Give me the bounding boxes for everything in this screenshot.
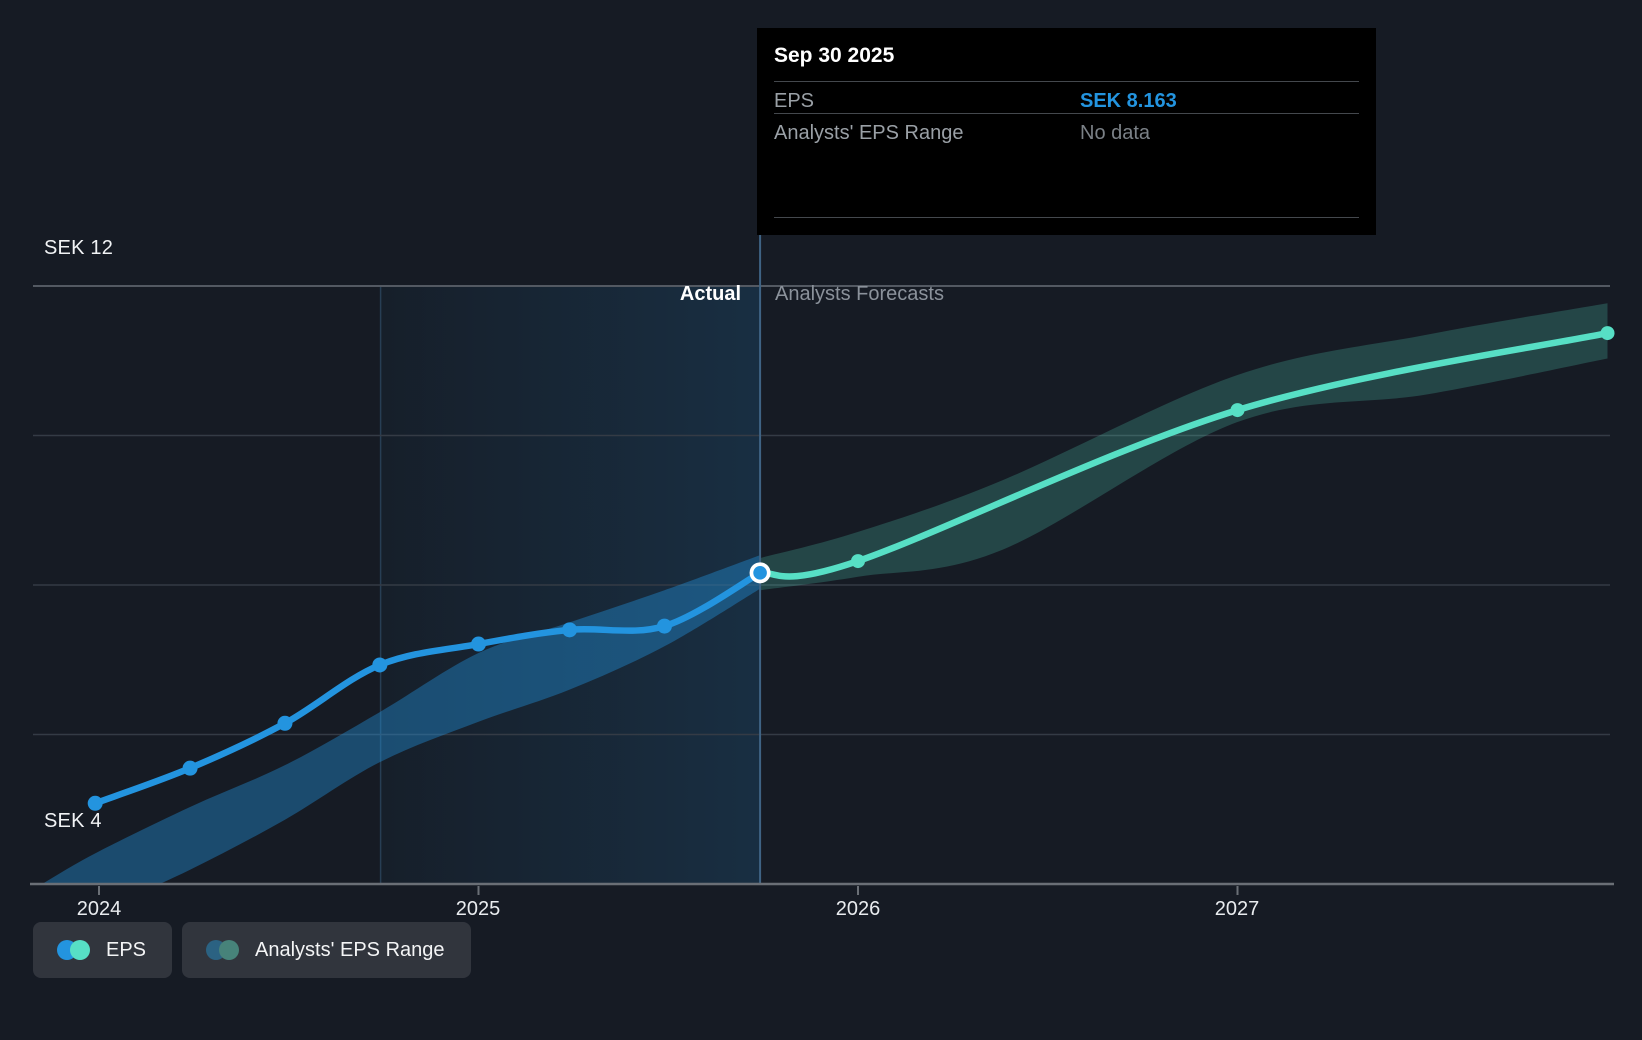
- eps-forecast-point[interactable]: [1600, 326, 1615, 341]
- eps-forecast-line: [756, 329, 1611, 580]
- eps-actual-point[interactable]: [182, 760, 198, 776]
- tooltip-range-label: Analysts' EPS Range: [774, 122, 964, 144]
- eps-actual-point[interactable]: [471, 636, 486, 652]
- x-tick-2026: 2026: [835, 898, 881, 920]
- forecasts-section-label: Analysts Forecasts: [775, 283, 944, 305]
- actual-section-label: Actual: [679, 283, 741, 305]
- eps-legend-dots: [57, 940, 90, 960]
- tooltip-eps-label: EPS: [774, 90, 815, 112]
- y-axis-label-bottom: SEK 4: [44, 810, 102, 832]
- eps-actual-point[interactable]: [372, 657, 388, 673]
- eps-actual-point[interactable]: [656, 618, 672, 634]
- legend-chip-analysts-eps-range[interactable]: Analysts' EPS Range: [182, 922, 471, 978]
- eps-forecast-point[interactable]: [1230, 403, 1245, 418]
- tooltip-divider: [774, 113, 1359, 114]
- eps-actual-point[interactable]: [562, 622, 578, 638]
- tooltip-date-title: Sep 30 2025: [774, 44, 895, 67]
- tooltip-divider: [774, 81, 1359, 82]
- tooltip-range-value: No data: [1080, 122, 1151, 144]
- eps-actual-point[interactable]: [277, 715, 293, 731]
- tooltip-eps-value: SEK 8.163: [1080, 90, 1177, 112]
- analysts-range-actual-period-band: [42, 555, 761, 884]
- y-axis-label-top: SEK 12: [44, 237, 114, 259]
- range-teal-dot-icon: [219, 940, 240, 960]
- selected-point[interactable]: [753, 566, 767, 580]
- range-legend-dots: [206, 940, 240, 960]
- tooltip-divider: [774, 217, 1359, 218]
- legend-label-eps: EPS: [106, 938, 147, 961]
- eps-forecast-point[interactable]: [851, 554, 865, 569]
- x-tick-2025: 2025: [455, 898, 501, 920]
- legend-label-analysts-eps-range: Analysts' EPS Range: [255, 938, 445, 961]
- legend-chip-eps[interactable]: EPS: [33, 922, 173, 978]
- chart-tooltip: Sep 30 2025 EPS SEK 8.163 Analysts' EPS …: [757, 28, 1376, 235]
- eps-actual-point[interactable]: [87, 795, 103, 811]
- x-tick-2027: 2027: [1214, 898, 1260, 920]
- eps-teal-dot-icon: [70, 940, 90, 960]
- eps-actual-line: [91, 569, 764, 807]
- x-tick-2024: 2024: [76, 898, 122, 920]
- chart-legend: EPS Analysts' EPS Range: [33, 922, 471, 978]
